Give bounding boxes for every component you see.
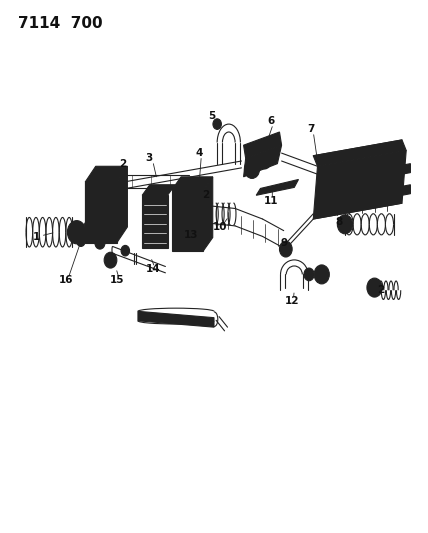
Text: 1: 1 [33,232,40,243]
Text: 4: 4 [196,148,203,158]
Circle shape [341,220,349,229]
Circle shape [282,245,289,253]
Circle shape [104,252,117,268]
Circle shape [262,157,268,165]
Circle shape [213,119,221,130]
Circle shape [337,215,353,234]
Polygon shape [313,140,406,166]
Text: 7114  700: 7114 700 [18,16,102,31]
Circle shape [98,240,102,246]
Circle shape [371,283,378,292]
Circle shape [95,237,105,249]
Text: 2: 2 [377,285,384,295]
Circle shape [314,265,329,284]
Polygon shape [402,185,410,195]
Polygon shape [117,166,128,243]
Text: 6: 6 [268,116,275,126]
Polygon shape [203,177,213,251]
Text: 14: 14 [146,264,160,274]
Text: 15: 15 [110,274,124,285]
Circle shape [121,245,130,256]
Circle shape [259,153,271,169]
Text: 16: 16 [59,274,73,285]
Polygon shape [402,164,410,174]
Polygon shape [85,166,128,182]
Text: 10: 10 [213,222,228,232]
Polygon shape [244,145,282,177]
Text: 2: 2 [202,190,209,200]
Polygon shape [313,150,406,219]
Circle shape [279,241,292,257]
Text: 8: 8 [335,217,342,227]
Polygon shape [85,182,117,243]
Polygon shape [172,190,203,251]
Polygon shape [142,195,167,248]
Text: 2: 2 [119,159,127,168]
Text: 12: 12 [285,296,300,306]
Circle shape [244,159,260,179]
Circle shape [367,278,382,297]
Polygon shape [89,196,110,241]
Circle shape [107,256,113,264]
Polygon shape [172,177,213,190]
Text: 11: 11 [264,196,278,206]
Circle shape [68,221,86,244]
Text: 9: 9 [280,238,287,248]
Circle shape [72,227,81,238]
Polygon shape [244,132,282,158]
Circle shape [304,268,314,281]
Circle shape [77,236,85,246]
Circle shape [248,164,256,174]
Polygon shape [142,185,175,195]
Polygon shape [256,180,298,195]
Text: 7: 7 [307,124,315,134]
Text: 3: 3 [145,154,152,164]
Polygon shape [138,311,214,327]
Circle shape [318,270,326,279]
Text: 13: 13 [184,230,198,240]
Text: 5: 5 [208,111,216,121]
